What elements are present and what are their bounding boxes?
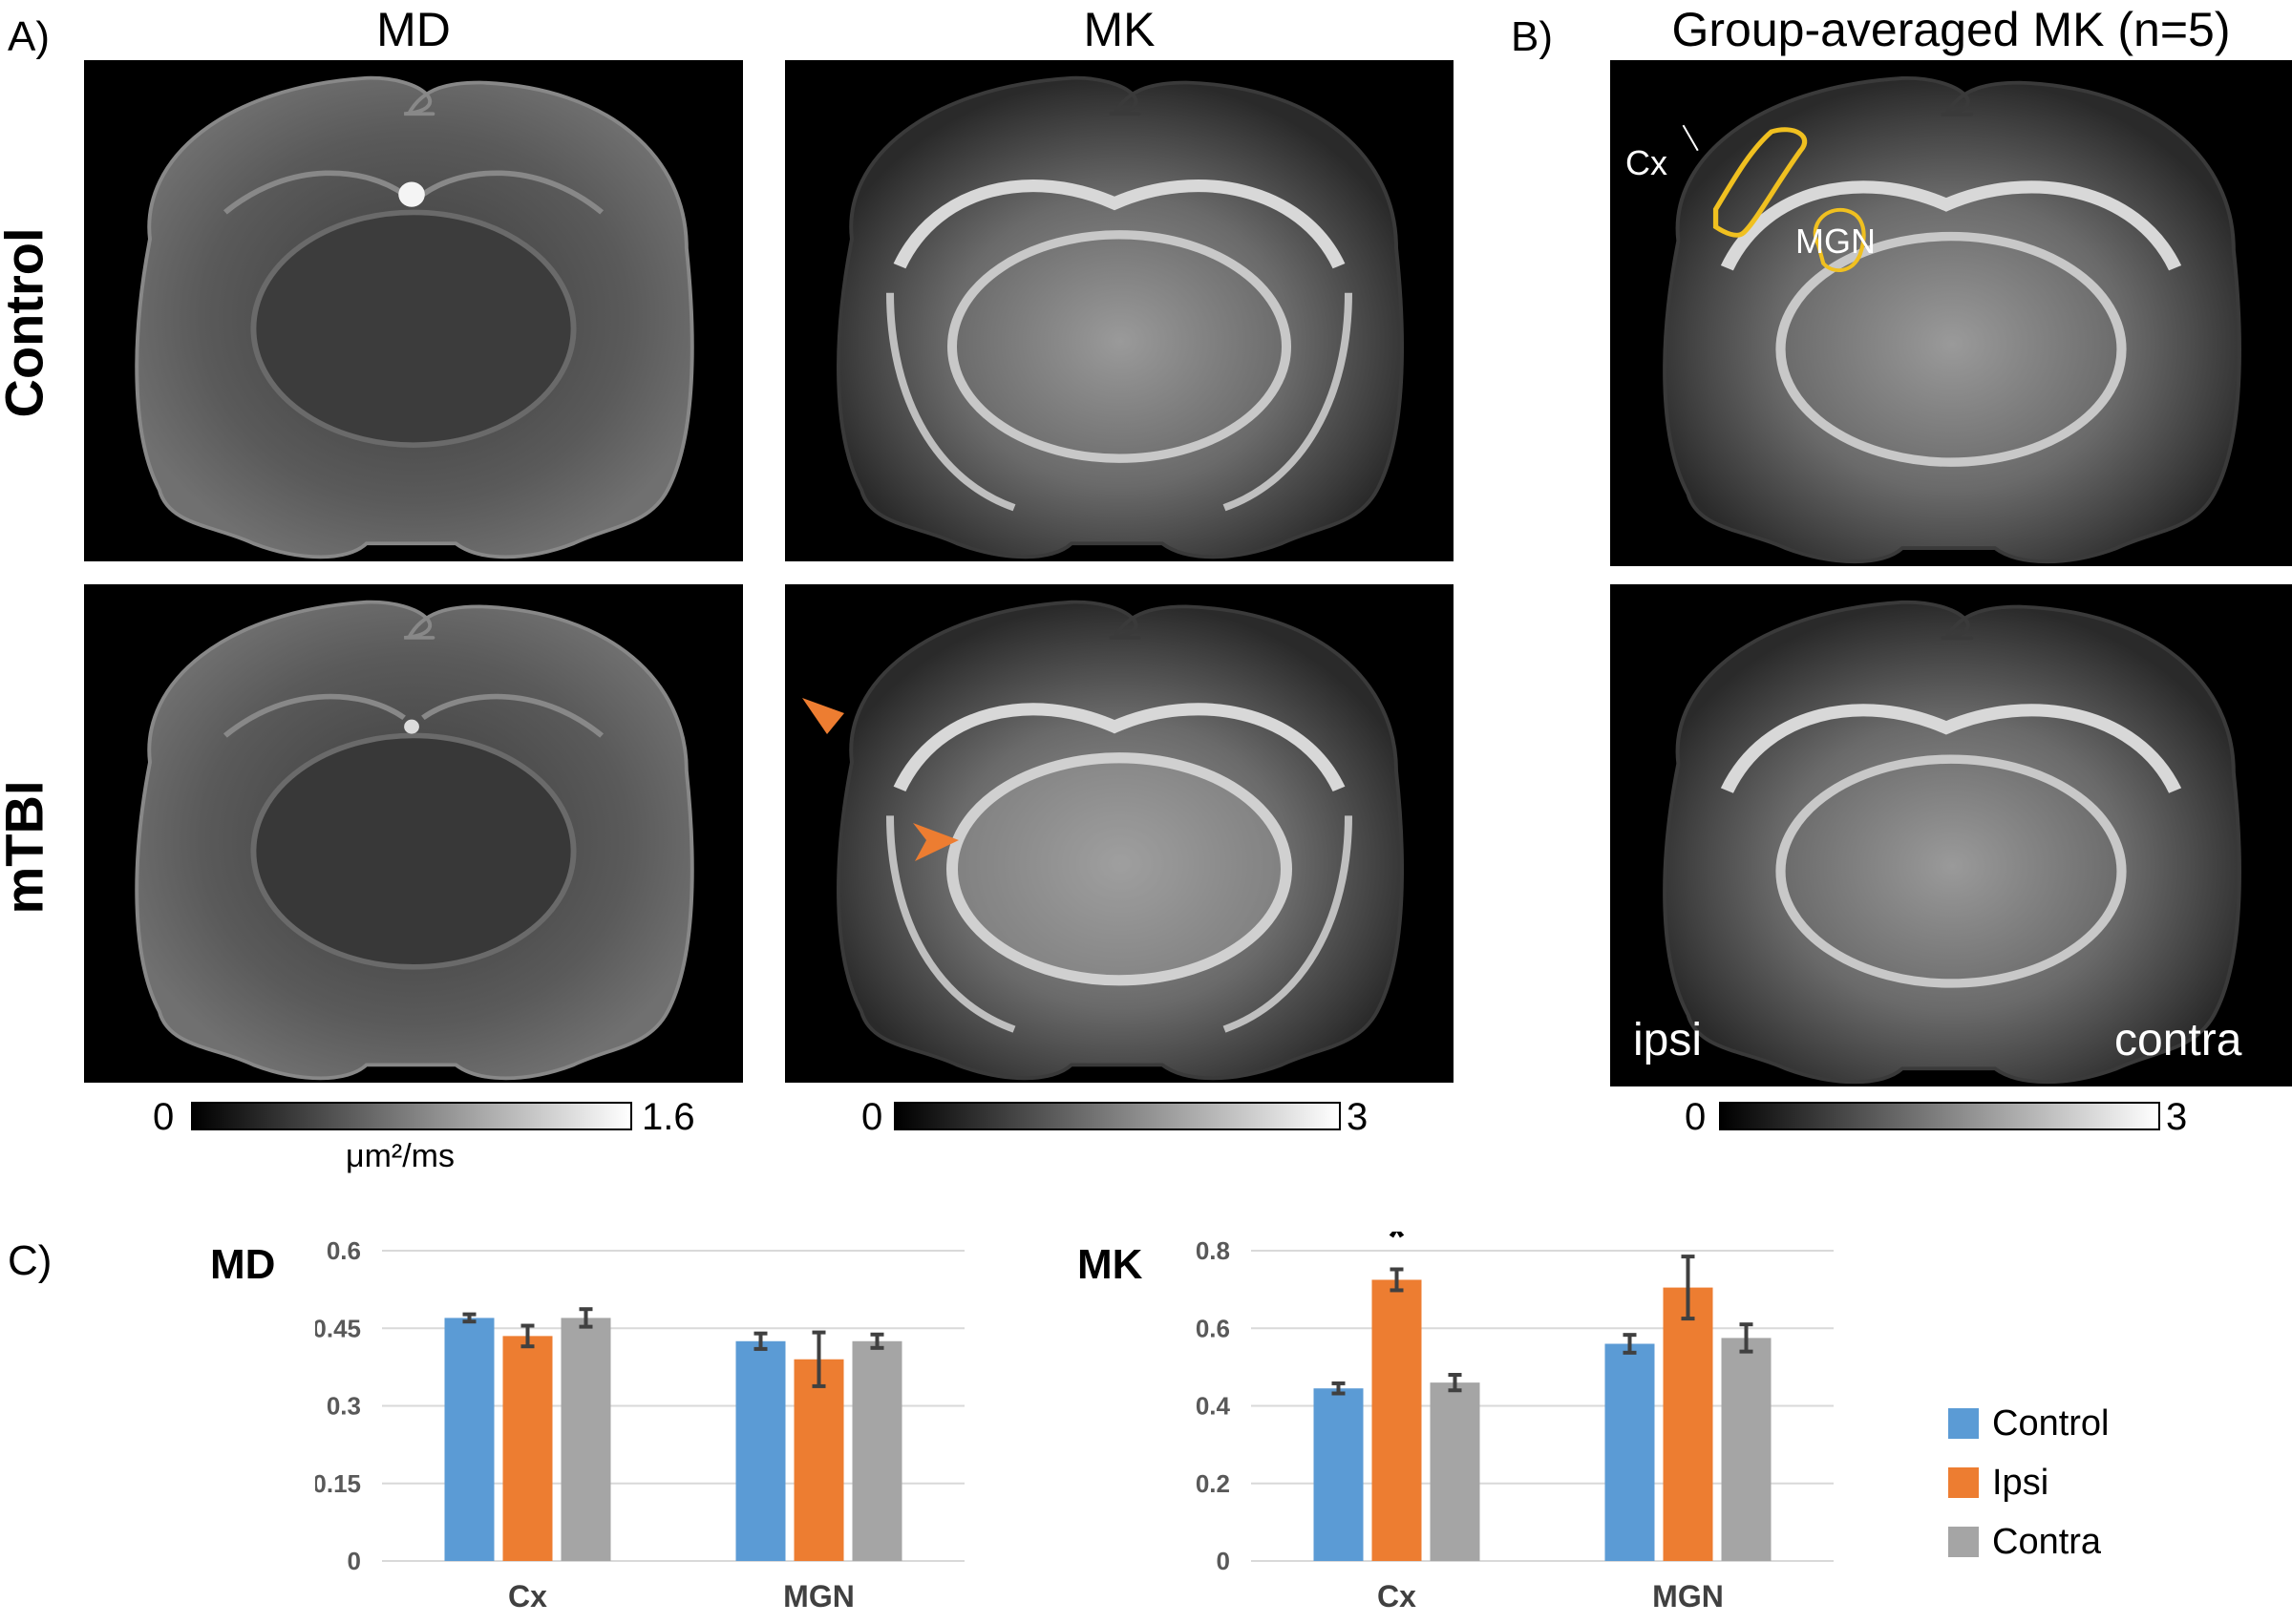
legend-item-control: Control (1948, 1394, 2110, 1453)
md-control-scan (84, 60, 743, 561)
legend-swatch-control (1948, 1408, 1979, 1439)
y-tick-label: 0.2 (1196, 1469, 1230, 1498)
y-tick-label: 0.6 (1196, 1314, 1230, 1342)
ipsi-label: ipsi (1633, 1015, 1703, 1065)
legend-item-contra: Contra (1948, 1512, 2110, 1571)
md-colorbar-min: 0 (153, 1096, 175, 1138)
row-label-control: Control (0, 227, 54, 418)
bar-mgn-ipsi (1663, 1287, 1713, 1561)
mk-title: MK (1083, 3, 1156, 56)
chart-legend: Control Ipsi Contra (1948, 1394, 2110, 1571)
lesion-arrow-cortex (802, 698, 844, 734)
lesion-arrow-thalamus (913, 823, 959, 861)
bar-mgn-control (1604, 1343, 1655, 1561)
y-tick-label: 0.4 (1196, 1392, 1231, 1421)
legend-item-ipsi: Ipsi (1948, 1453, 2110, 1512)
row-label-mtbi: mTBI (0, 780, 54, 915)
bar-cx-ipsi (1371, 1279, 1422, 1561)
panel-label-c: C) (8, 1237, 53, 1284)
mk-bar-chart: 0 0.2 0.4 0.6 0.8 * Cx * MGN (1196, 1232, 1834, 1613)
md-title: MD (376, 3, 451, 56)
group-mk-mtbi-scan (1610, 584, 2292, 1086)
md-chart-title: MD (210, 1241, 276, 1288)
md-mtbi-scan (84, 584, 743, 1083)
mk-colorbar-max: 3 (1347, 1096, 1369, 1138)
bar-cx-ipsi (502, 1336, 553, 1561)
y-tick-label: 0.15 (315, 1469, 361, 1498)
roi-label-mgn: MGN (1795, 221, 1876, 261)
mk-control-scan (785, 60, 1454, 561)
bar-cx-contra (1430, 1382, 1480, 1561)
y-tick-label: 0.45 (315, 1314, 361, 1342)
legend-label-ipsi: Ipsi (1992, 1462, 2049, 1503)
significance-marker: * (1388, 1232, 1406, 1263)
y-tick-label: 0 (348, 1547, 361, 1575)
mk-colorbar-min: 0 (861, 1096, 883, 1138)
group-colorbar (1719, 1102, 2160, 1130)
mk-colorbar (894, 1102, 1341, 1130)
md-colorbar-unit: μm²/ms (346, 1138, 456, 1174)
y-tick-label: 0.8 (1196, 1236, 1230, 1265)
y-tick-label: 0.3 (327, 1392, 361, 1421)
md-bar-chart: 0 0.15 0.3 0.45 0.6 Cx MGN (315, 1236, 965, 1613)
x-tick-label: Cx (1377, 1579, 1416, 1613)
panel-label-a: A) (8, 13, 50, 60)
bar-cx-contra (561, 1318, 611, 1561)
md-colorbar (191, 1102, 632, 1130)
x-tick-label: Cx (508, 1579, 547, 1613)
x-tick-label: MGN (1652, 1579, 1724, 1613)
legend-swatch-ipsi (1948, 1467, 1979, 1498)
group-colorbar-max: 3 (2166, 1096, 2188, 1138)
legend-label-control: Control (1992, 1403, 2110, 1444)
mk-chart-title: MK (1077, 1241, 1143, 1288)
bar-mgn-contra (1721, 1338, 1772, 1561)
contra-label: contra (2114, 1015, 2242, 1065)
bar-cx-control (444, 1318, 495, 1561)
bar-mgn-contra (852, 1340, 902, 1561)
significance-marker: * (1679, 1232, 1697, 1250)
roi-label-cx: Cx (1625, 143, 1667, 182)
legend-label-contra: Contra (1992, 1521, 2102, 1562)
y-tick-label: 0.6 (327, 1236, 361, 1265)
x-tick-label: MGN (783, 1579, 855, 1613)
md-colorbar-max: 1.6 (642, 1096, 695, 1138)
legend-swatch-contra (1948, 1527, 1979, 1557)
group-colorbar-min: 0 (1685, 1096, 1707, 1138)
bar-mgn-ipsi (794, 1359, 844, 1561)
group-mk-control-scan (1610, 60, 2292, 566)
bar-mgn-control (735, 1340, 786, 1561)
panel-label-b: B) (1511, 13, 1553, 60)
bar-cx-control (1313, 1388, 1364, 1561)
y-tick-label: 0 (1217, 1547, 1230, 1575)
mk-mtbi-scan (785, 584, 1454, 1083)
group-mk-title: Group-averaged MK (n=5) (1671, 3, 2231, 56)
